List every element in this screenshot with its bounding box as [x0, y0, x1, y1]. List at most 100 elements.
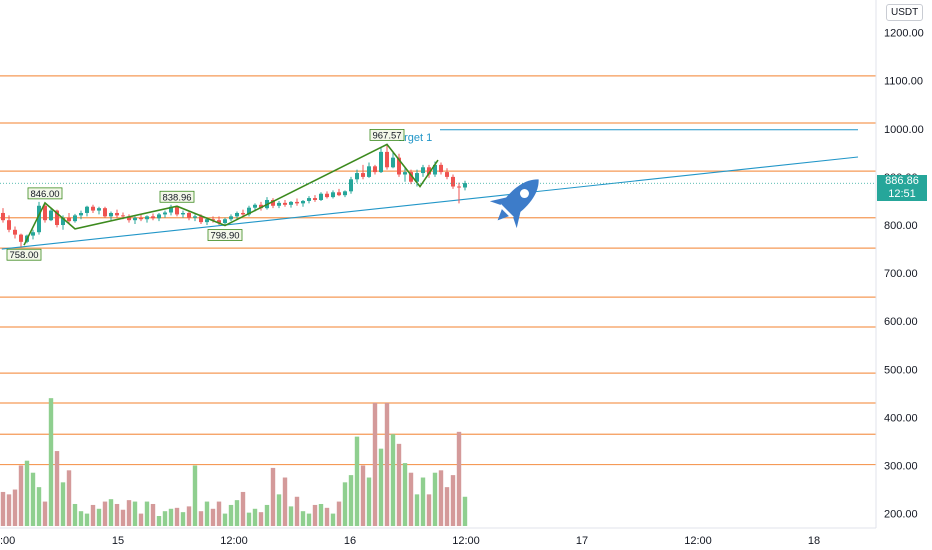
volume-bar [432, 472, 438, 526]
volume-bar [210, 508, 216, 526]
candle-body [325, 193, 329, 198]
volume-bar [156, 516, 162, 526]
volume-bar [450, 475, 456, 526]
volume-bar [132, 501, 138, 526]
volume-bar [54, 451, 60, 526]
volume-bar [348, 475, 354, 526]
candle-body [43, 205, 47, 221]
volume-bar [366, 477, 372, 526]
time-tick-label: 15 [112, 535, 124, 547]
volume-bar [24, 460, 30, 526]
candle-body [301, 200, 305, 204]
volume-bar [324, 507, 330, 526]
volume-bar [48, 398, 54, 526]
candle-body [427, 167, 431, 175]
candle-body [115, 212, 119, 216]
volume-bar [300, 511, 306, 526]
volume-bar [60, 482, 66, 526]
volume-bar [192, 465, 198, 526]
price-tick-label: 800.00 [884, 220, 918, 232]
price-tick-label: 1200.00 [884, 28, 924, 40]
price-tick-label: 200.00 [884, 509, 918, 521]
candle-body [181, 212, 185, 215]
volume-bar [138, 513, 144, 526]
candle-body [31, 232, 35, 236]
candle-body [127, 216, 131, 221]
rocket-icon [489, 179, 539, 229]
candle-body [49, 210, 53, 221]
candle-body [223, 219, 227, 224]
candle-body [283, 202, 287, 205]
candle-body [445, 172, 449, 177]
pattern-label: 798.90 [210, 231, 239, 242]
time-tick-label: 17 [576, 535, 588, 547]
volume-bar [6, 494, 12, 526]
volume-bar [90, 504, 96, 526]
candle-body [247, 207, 251, 215]
volume-bar [120, 509, 126, 526]
candle-body [319, 193, 323, 200]
volume-bar [246, 512, 252, 526]
candle-body [259, 204, 263, 209]
volume-bar [414, 494, 420, 526]
candle-body [169, 206, 173, 213]
volume-bar [390, 434, 396, 526]
volume-bar [456, 431, 462, 526]
candle-body [397, 157, 401, 175]
volume-bar [354, 436, 360, 526]
candle-body [67, 217, 71, 222]
candle-body [145, 216, 149, 220]
volume-bar [258, 512, 264, 526]
candle-body [151, 216, 155, 219]
volume-bar [276, 494, 282, 526]
price-tick-label: 600.00 [884, 316, 918, 328]
candle-body [1, 212, 5, 221]
time-tick-label: :00 [0, 535, 15, 547]
volume-bar [234, 500, 240, 526]
pattern-label-box [159, 190, 195, 203]
time-axis-ticks: :00 15 12:00 16 12:00 17 12:00 18 [0, 535, 820, 547]
candle-body [103, 208, 107, 217]
time-tick-label: 18 [808, 535, 820, 547]
candle-body [211, 219, 215, 221]
volume-bar [144, 501, 150, 526]
volume-bar [186, 506, 192, 526]
candle-body [391, 157, 395, 168]
price-tick-label: 700.00 [884, 268, 918, 280]
volume-bar [84, 513, 90, 526]
last-price-label: 886.86 12:51 [877, 175, 927, 201]
candle-body [379, 151, 383, 173]
price-tick-label: 1100.00 [884, 76, 923, 88]
currency-badge[interactable]: USDT [886, 4, 924, 21]
candle-body [463, 183, 467, 188]
candle-body [421, 167, 425, 174]
volume-bar [306, 513, 312, 526]
volume-bar [252, 508, 258, 526]
price-tick-label: 300.00 [884, 461, 918, 473]
candle-body [451, 176, 455, 187]
price-axis-ticks: 1200.001100.001000.00900.00800.00700.006… [884, 28, 924, 521]
volume-bar [204, 501, 210, 526]
candle-body [139, 217, 143, 220]
volume-bar [240, 491, 246, 526]
volume-bar [168, 508, 174, 526]
target-label: arget 1 [398, 132, 432, 144]
volume-bar [342, 482, 348, 526]
candle-body [367, 166, 371, 177]
candle-body [313, 198, 317, 200]
support-trendline [1, 156, 859, 250]
volume-bar [402, 463, 408, 526]
price-tick-label: 500.00 [884, 364, 918, 376]
volume-bar [378, 448, 384, 526]
candle-body [343, 191, 347, 196]
volume-bar [18, 465, 24, 526]
price-axis-bg [876, 0, 932, 550]
candle-body [361, 173, 365, 177]
volume-bar [174, 507, 180, 526]
volume-bar [72, 503, 78, 526]
candle-body [121, 215, 125, 217]
trendline-group: arget 1 [1, 129, 859, 250]
price-tick-label: 400.00 [884, 412, 918, 424]
volume-bar [228, 504, 234, 526]
